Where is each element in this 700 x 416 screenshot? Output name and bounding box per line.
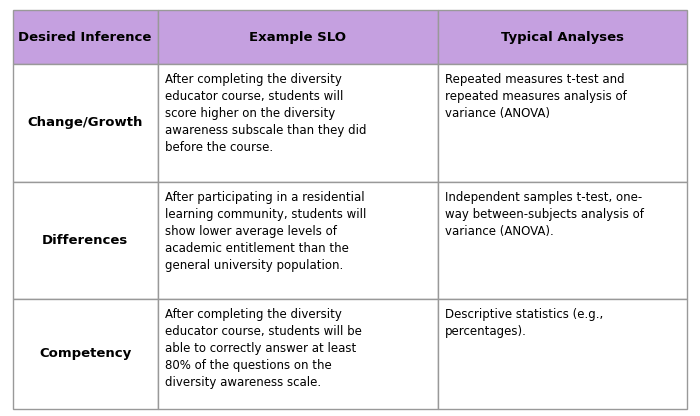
Bar	[438, 182, 687, 299]
Text: After completing the diversity
educator course, students will be
able to correct: After completing the diversity educator …	[164, 308, 362, 389]
Bar	[13, 10, 158, 64]
Bar	[158, 10, 438, 64]
Text: Independent samples t-test, one-
way between-subjects analysis of
variance (ANOV: Independent samples t-test, one- way bet…	[444, 191, 643, 238]
Bar	[158, 182, 438, 299]
Text: Change/Growth: Change/Growth	[27, 116, 143, 129]
Bar	[13, 299, 158, 409]
Text: Competency: Competency	[39, 347, 132, 360]
Bar	[158, 299, 438, 409]
Text: Example SLO: Example SLO	[249, 31, 346, 44]
Bar	[438, 299, 687, 409]
Text: Repeated measures t-test and
repeated measures analysis of
variance (ANOVA): Repeated measures t-test and repeated me…	[444, 73, 626, 120]
Bar	[13, 64, 158, 182]
Text: After completing the diversity
educator course, students will
score higher on th: After completing the diversity educator …	[164, 73, 366, 154]
Text: Typical Analyses: Typical Analyses	[501, 31, 624, 44]
Text: After participating in a residential
learning community, students will
show lowe: After participating in a residential lea…	[164, 191, 366, 272]
Bar	[158, 64, 438, 182]
Text: Desired Inference: Desired Inference	[18, 31, 152, 44]
Bar	[438, 10, 687, 64]
Bar	[13, 182, 158, 299]
Text: Differences: Differences	[42, 234, 128, 247]
Text: Descriptive statistics (e.g.,
percentages).: Descriptive statistics (e.g., percentage…	[444, 308, 603, 338]
Bar	[438, 64, 687, 182]
